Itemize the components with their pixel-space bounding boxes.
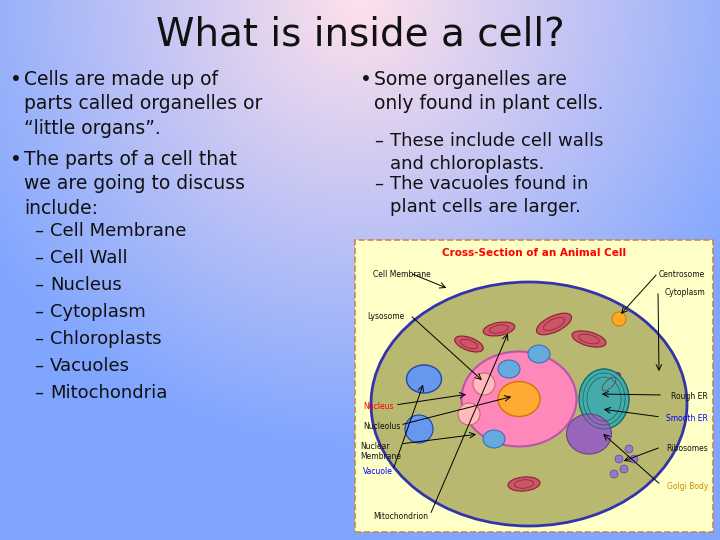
- Text: Lysosome: Lysosome: [367, 312, 404, 321]
- Circle shape: [583, 413, 605, 435]
- Text: What is inside a cell?: What is inside a cell?: [156, 16, 564, 54]
- Ellipse shape: [498, 381, 540, 416]
- Text: –: –: [34, 222, 43, 240]
- Text: Mitochondria: Mitochondria: [50, 384, 167, 402]
- Ellipse shape: [536, 313, 572, 335]
- Text: –: –: [34, 384, 43, 402]
- Ellipse shape: [371, 282, 687, 526]
- Text: Mitochondrion: Mitochondrion: [373, 512, 428, 521]
- Circle shape: [610, 470, 618, 478]
- Ellipse shape: [407, 365, 441, 393]
- Text: Cell Wall: Cell Wall: [50, 249, 127, 267]
- Circle shape: [458, 403, 480, 425]
- Ellipse shape: [483, 322, 515, 336]
- Circle shape: [473, 373, 495, 395]
- Ellipse shape: [567, 414, 611, 454]
- Text: –: –: [374, 132, 383, 150]
- Text: Rough ER: Rough ER: [671, 392, 708, 401]
- Text: Golgi Body: Golgi Body: [667, 482, 708, 491]
- Ellipse shape: [498, 360, 520, 378]
- Text: Cross-Section of an Animal Cell: Cross-Section of an Animal Cell: [442, 248, 626, 258]
- Circle shape: [612, 312, 626, 326]
- Ellipse shape: [483, 430, 505, 448]
- Text: The vacuoles found in
plant cells are larger.: The vacuoles found in plant cells are la…: [390, 175, 588, 216]
- Ellipse shape: [572, 331, 606, 347]
- Text: Cells are made up of
parts called organelles or
“little organs”.: Cells are made up of parts called organe…: [24, 70, 262, 138]
- Ellipse shape: [598, 373, 621, 396]
- Text: Nuclear
Membrane: Nuclear Membrane: [360, 442, 401, 461]
- Ellipse shape: [508, 477, 540, 491]
- Text: –: –: [374, 175, 383, 193]
- FancyBboxPatch shape: [355, 240, 713, 532]
- Circle shape: [405, 415, 433, 443]
- Circle shape: [620, 465, 628, 473]
- Text: Nucleus: Nucleus: [363, 402, 394, 411]
- Text: Cytoplasm: Cytoplasm: [50, 303, 145, 321]
- Text: –: –: [34, 357, 43, 375]
- Text: Smooth ER: Smooth ER: [666, 414, 708, 423]
- Text: Centrosome: Centrosome: [659, 270, 705, 279]
- Circle shape: [630, 455, 638, 463]
- Text: Nucleus: Nucleus: [50, 276, 122, 294]
- Ellipse shape: [528, 345, 550, 363]
- Text: Vacuoles: Vacuoles: [50, 357, 130, 375]
- Ellipse shape: [455, 336, 483, 352]
- Ellipse shape: [579, 369, 629, 429]
- Text: Cytoplasm: Cytoplasm: [665, 288, 705, 297]
- Text: •: •: [10, 70, 22, 89]
- Text: Ribosomes: Ribosomes: [666, 444, 708, 453]
- Circle shape: [625, 445, 633, 453]
- Text: –: –: [34, 303, 43, 321]
- Text: Nucleolus: Nucleolus: [363, 422, 400, 431]
- Text: The parts of a cell that
we are going to discuss
include:: The parts of a cell that we are going to…: [24, 150, 245, 218]
- Text: These include cell walls
and chloroplasts.: These include cell walls and chloroplast…: [390, 132, 603, 173]
- Text: Cell Membrane: Cell Membrane: [50, 222, 186, 240]
- Text: Vacuole: Vacuole: [363, 467, 393, 476]
- Text: Cell Membrane: Cell Membrane: [373, 270, 431, 279]
- Text: –: –: [34, 249, 43, 267]
- Text: Some organelles are
only found in plant cells.: Some organelles are only found in plant …: [374, 70, 603, 113]
- Text: –: –: [34, 276, 43, 294]
- Text: Chloroplasts: Chloroplasts: [50, 330, 161, 348]
- Text: •: •: [360, 70, 372, 89]
- Text: •: •: [10, 150, 22, 169]
- Text: –: –: [34, 330, 43, 348]
- Ellipse shape: [462, 352, 577, 447]
- Circle shape: [615, 455, 623, 463]
